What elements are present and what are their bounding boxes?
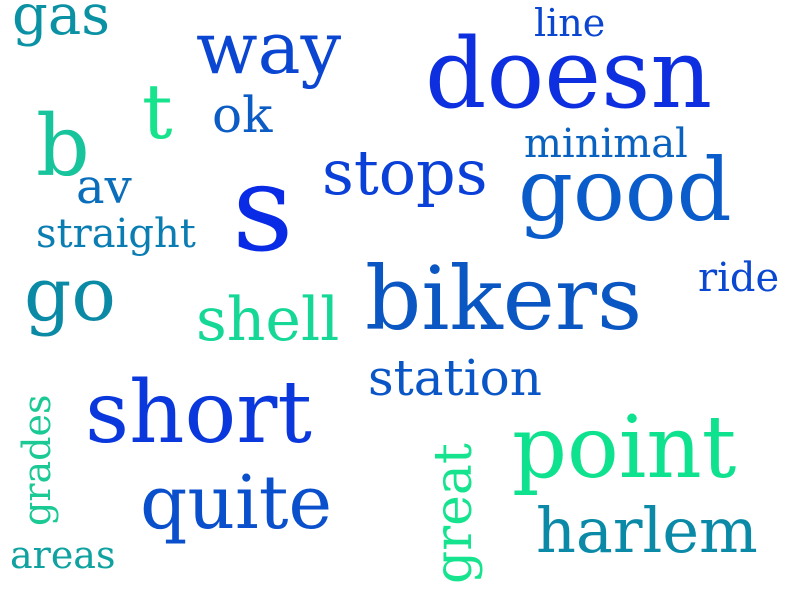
word-ride: ride	[698, 255, 780, 301]
word-gas: gas	[12, 0, 110, 48]
word-great: great	[424, 443, 484, 584]
word-b: b	[36, 97, 90, 195]
word-harlem: harlem	[536, 494, 758, 567]
word-ok: ok	[212, 86, 273, 144]
word-point: point	[512, 398, 737, 498]
word-line: line	[534, 1, 606, 45]
word-straight: straight	[36, 211, 196, 257]
word-quite: quite	[140, 460, 333, 546]
word-minimal: minimal	[524, 121, 688, 167]
word-good: good	[518, 141, 732, 241]
word-way: way	[196, 6, 342, 90]
word-grades: grades	[15, 394, 59, 526]
word-station: station	[368, 349, 542, 407]
word-areas: areas	[10, 533, 116, 577]
word-go: go	[24, 252, 116, 338]
word-shell: shell	[196, 285, 340, 355]
word-doesn: doesn	[425, 18, 713, 130]
word-t: t	[142, 67, 173, 156]
word-short: short	[85, 363, 312, 463]
word-bikers: bikers	[365, 247, 643, 350]
word-stops: stops	[322, 136, 488, 209]
word-s: s	[232, 140, 294, 279]
word-av: av	[76, 159, 132, 215]
